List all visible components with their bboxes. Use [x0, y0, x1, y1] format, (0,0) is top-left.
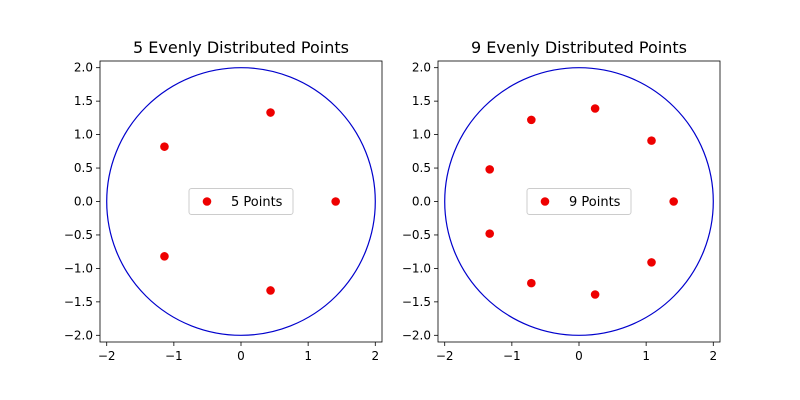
y-tick-label: 1.0 [74, 128, 93, 142]
legend-box [526, 188, 632, 215]
data-point [266, 286, 275, 295]
y-tick-label: −1.0 [402, 261, 431, 275]
x-tick-label: −1 [165, 349, 183, 363]
x-tick-label: 2 [709, 349, 717, 363]
x-tick-label: −2 [436, 349, 454, 363]
chart-title: 5 Evenly Distributed Points [133, 38, 349, 57]
x-tick-label: 1 [304, 349, 312, 363]
y-tick-label: −1.5 [64, 295, 93, 309]
data-point [647, 258, 656, 267]
data-point [527, 278, 536, 288]
chart-panel-9-points: −2 −1 0 1 2 −2.0 −1.5 −1.0 −0.5 0.0 0.5 1.0 1.5 2.0 9 … [402, 38, 721, 363]
x-tick-label: 0 [575, 349, 583, 363]
legend: 9 Points [526, 188, 632, 215]
x-tick-label: 0 [237, 349, 245, 363]
data-point [647, 136, 656, 145]
y-tick-label: 2.0 [412, 61, 431, 75]
data-point [160, 252, 169, 261]
legend-label: 5 Points [231, 195, 283, 210]
data-point [527, 115, 536, 125]
y-tick-label: 2.0 [74, 61, 93, 75]
data-point [485, 229, 495, 238]
y-tick-label: 0.0 [74, 195, 93, 209]
y-tick-label: 0.0 [412, 195, 431, 209]
x-tick-label: 2 [371, 349, 379, 363]
boundary-circle [106, 67, 376, 336]
data-point [590, 104, 600, 113]
y-tick-label: −0.5 [402, 228, 431, 242]
y-tick-label: −0.5 [64, 228, 93, 242]
y-tick-label: 1.5 [412, 94, 431, 108]
y-tick-label: −1.0 [64, 261, 93, 275]
y-tick-label: 1.5 [74, 94, 93, 108]
data-point [485, 165, 495, 174]
data-point [590, 290, 600, 299]
y-tick-label: −2.0 [64, 328, 93, 342]
data-point [669, 197, 678, 206]
chart-panel-5-points: −2 −1 0 1 2 −2.0 −1.5 −1.0 −0.5 0.0 0.5 1.0 1.5 2.0 5 … [64, 38, 383, 363]
y-tick-label: 0.5 [74, 161, 93, 175]
legend: 5 Points [188, 188, 294, 215]
x-tick-label: −1 [503, 349, 521, 363]
y-tick-label: 1.0 [412, 128, 431, 142]
legend-marker [202, 197, 212, 206]
data-point [160, 142, 169, 151]
x-tick-label: −2 [98, 349, 116, 363]
legend-marker [540, 197, 550, 206]
data-point [331, 197, 340, 206]
x-tick-label: 1 [642, 349, 650, 363]
y-tick-label: 0.5 [412, 161, 431, 175]
data-point [266, 108, 275, 117]
chart-title: 9 Evenly Distributed Points [471, 38, 687, 57]
y-tick-label: −2.0 [402, 328, 431, 342]
legend-box [188, 188, 294, 215]
legend-label: 9 Points [569, 195, 621, 210]
y-tick-label: −1.5 [402, 295, 431, 309]
boundary-circle [444, 67, 714, 336]
